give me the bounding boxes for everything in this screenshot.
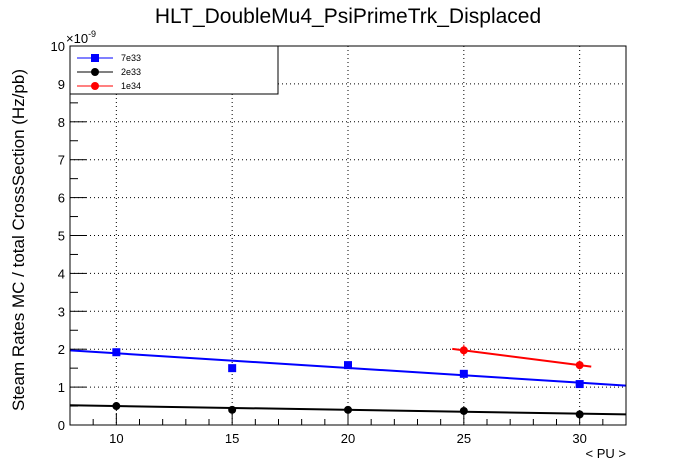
y-tick-label: 8 (58, 115, 65, 130)
data-point-7e33 (575, 380, 584, 389)
x-tick-label: 20 (341, 431, 355, 446)
x-tick-label: 25 (457, 431, 471, 446)
data-point-7e33 (459, 369, 468, 378)
y-tick-label: 10 (51, 39, 65, 54)
legend-marker-1e34 (91, 82, 99, 90)
legend-label-1e34: 1e34 (121, 81, 141, 91)
legend-box (69, 45, 279, 95)
y-tick-label: 3 (58, 304, 65, 319)
data-point-2e33 (112, 402, 121, 411)
y-tick-label: 0 (58, 418, 65, 433)
y-tick-label: 2 (58, 342, 65, 357)
x-tick-label: 15 (225, 431, 239, 446)
x-tick-label: 30 (572, 431, 586, 446)
y-tick-label: 4 (58, 266, 65, 281)
y-axis-label: Steam Rates MC / total CrossSection (Hz/… (9, 69, 28, 411)
y-tick-label: 7 (58, 153, 65, 168)
data-point-1e34 (459, 346, 468, 355)
data-point-1e34 (575, 361, 584, 370)
y-tick-label: 9 (58, 77, 65, 92)
label-layer: 10 15 20 25 30 0 1 2 3 4 5 6 7 8 9 10 (51, 39, 587, 446)
fit-line-1e34 (452, 347, 592, 368)
data-point-7e33 (228, 364, 237, 373)
y-tick-label: 5 (58, 229, 65, 244)
data-point-7e33 (112, 348, 121, 357)
legend-label-7e33: 7e33 (121, 53, 141, 63)
y-tick-label: 1 (58, 380, 65, 395)
legend-marker-7e33 (91, 54, 99, 62)
legend-marker-2e33 (91, 68, 99, 76)
data-point-2e33 (228, 405, 237, 414)
y-exponent-power: -9 (88, 29, 96, 39)
legend: 7e33 2e33 1e34 (69, 45, 279, 95)
chart-title: HLT_DoubleMu4_PsiPrimeTrk_Displaced (155, 5, 541, 28)
y-tick-label: 6 (58, 191, 65, 206)
legend-label-2e33: 2e33 (121, 67, 141, 77)
x-tick-label: 10 (109, 431, 123, 446)
y-exponent: ×10-9 (66, 29, 96, 46)
data-point-7e33 (344, 361, 352, 370)
x-axis-label: < PU > (586, 446, 626, 461)
y-exponent-base: ×10 (66, 31, 88, 46)
data-point-2e33 (344, 405, 352, 414)
data-point-2e33 (459, 406, 468, 415)
